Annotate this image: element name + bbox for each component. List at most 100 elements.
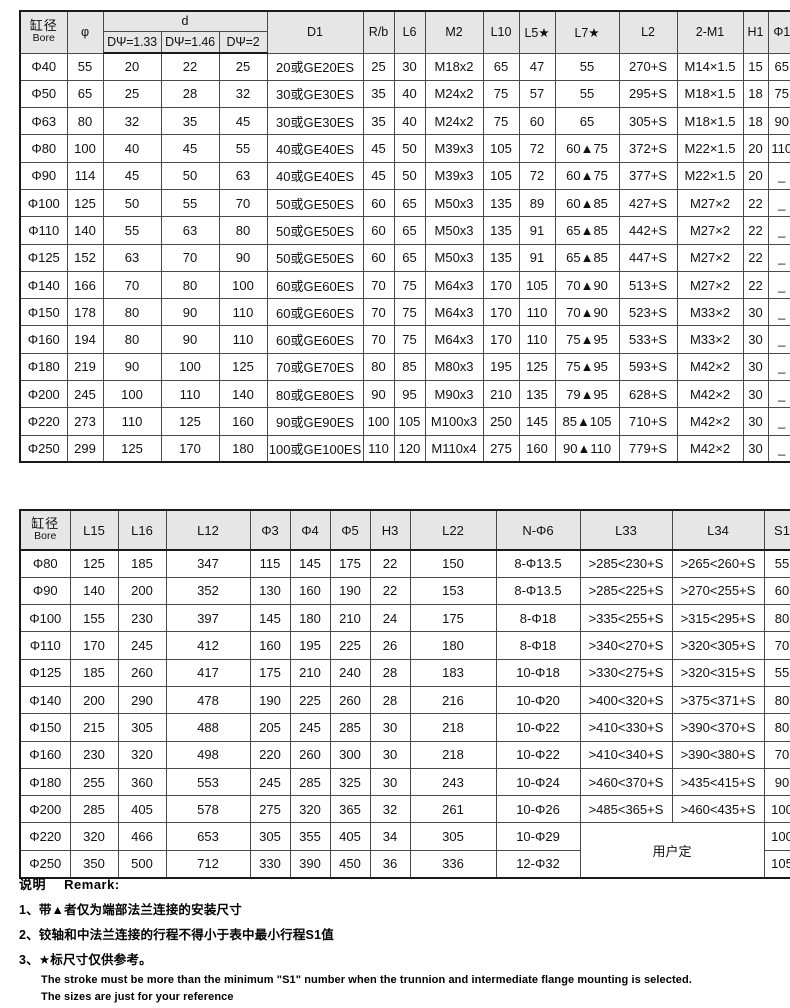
cell-m2: M64x3 (424, 270, 484, 300)
cell-bore: Φ140 (19, 270, 68, 300)
cell-phi1: _ (767, 298, 790, 327)
cell-phi: 166 (66, 270, 104, 300)
cell-phi5: 225 (329, 631, 371, 660)
table-row: Φ80 125 185 347 115 145 175 22 150 8-Φ13.5 >285<23… (19, 549, 790, 578)
cell-h1: 30 (742, 434, 769, 463)
cell-d-146: 55 (160, 188, 220, 218)
cell-l12: 412 (165, 631, 251, 660)
table-row: Φ110 140 55 63 80 50或GE50ES 60 65 M50x3 135 91 65▲8… (19, 216, 790, 245)
cell-l10: 135 (482, 216, 520, 245)
header-bore-en-2: Bore (34, 529, 57, 542)
cell-l34: >435<415+S (671, 767, 765, 797)
remarks-title: 说明 Remark: (19, 874, 771, 893)
table-two-container: 缸径 Bore L15 L16 L12 Φ3 Φ4 Φ5 H3 L22 N-Φ6… (19, 509, 790, 879)
cell-d-2: 125 (218, 352, 268, 382)
cell-l10: 105 (482, 161, 520, 190)
cell-phi: 194 (66, 325, 104, 354)
cell-rb: 80 (362, 352, 395, 382)
cell-m2: M50x3 (424, 188, 484, 218)
cell-d1: 20或GE20ES (266, 52, 364, 81)
header-d-146: DΨ=1.46 (160, 30, 220, 54)
header-l2: L2 (618, 10, 678, 54)
header-l6: L6 (393, 10, 426, 54)
cell-l6: 65 (393, 243, 426, 272)
cell-l33: >285<225+S (579, 576, 673, 606)
cell-d-146: 45 (160, 134, 220, 163)
cell-phi4: 160 (289, 576, 331, 606)
cell-bore: Φ150 (19, 713, 71, 742)
cell-d-133: 25 (102, 79, 162, 109)
cell-l22: 261 (409, 795, 497, 824)
cell-l10: 135 (482, 188, 520, 218)
cell-phi4: 285 (289, 767, 331, 797)
cell-phi1: _ (767, 188, 790, 218)
header-l5: L5★ (518, 10, 556, 54)
cell-l34: >270<255+S (671, 576, 765, 606)
cell-l22: 175 (409, 604, 497, 633)
cell-bore: Φ250 (19, 434, 68, 463)
cell-l2: 523+S (618, 298, 678, 327)
cell-s1: 55 (763, 658, 790, 687)
cell-l5: 60 (518, 107, 556, 136)
cell-n-phi6: 12-Φ32 (495, 849, 581, 879)
cell-phi5: 210 (329, 604, 371, 633)
cell-l5: 110 (518, 325, 556, 354)
cell-l33: >335<255+S (579, 604, 673, 633)
cell-phi4: 180 (289, 604, 331, 633)
cell-l2: 779+S (618, 434, 678, 463)
cell-l2: 447+S (618, 243, 678, 272)
cell-bore: Φ63 (19, 107, 68, 136)
cell-phi3: 175 (249, 658, 291, 687)
cell-phi3: 305 (249, 822, 291, 851)
cell-l15: 170 (69, 631, 119, 660)
cell-l15: 285 (69, 795, 119, 824)
cell-s1: 70 (763, 631, 790, 660)
cell-d-133: 70 (102, 270, 162, 300)
cell-l34: >265<260+S (671, 549, 765, 578)
cell-bore: Φ80 (19, 134, 68, 163)
cell-2m1: M33×2 (676, 325, 744, 354)
cell-l22: 153 (409, 576, 497, 606)
cell-l6: 65 (393, 188, 426, 218)
header-l22: L22 (409, 509, 497, 551)
cell-l33: >460<370+S (579, 767, 673, 797)
cell-bore: Φ80 (19, 549, 71, 578)
cell-d-146: 22 (160, 52, 220, 81)
cell-h1: 18 (742, 107, 769, 136)
cell-l16: 305 (117, 713, 167, 742)
cell-d-2: 70 (218, 188, 268, 218)
cell-l10: 75 (482, 107, 520, 136)
cell-rb: 35 (362, 107, 395, 136)
cell-bore: Φ220 (19, 407, 68, 436)
table-row: Φ63 80 32 35 45 30或GE30ES 35 40 M24x2 75 60 65 305+S… (19, 107, 790, 136)
cell-l15: 140 (69, 576, 119, 606)
cell-m2: M80x3 (424, 352, 484, 382)
table-row: Φ110 170 245 412 160 195 225 26 180 8-Φ18 >340<270… (19, 631, 790, 660)
cell-phi1: _ (767, 243, 790, 272)
cell-l22: 180 (409, 631, 497, 660)
cell-d1: 50或GE50ES (266, 216, 364, 245)
cell-d-2: 25 (218, 52, 268, 81)
cell-h3: 30 (369, 740, 411, 769)
cell-h3: 24 (369, 604, 411, 633)
cell-bore: Φ125 (19, 658, 71, 687)
header-phi4: Φ4 (289, 509, 331, 551)
cell-bore: Φ160 (19, 740, 71, 769)
cell-phi1: _ (767, 407, 790, 436)
cell-l22: 216 (409, 685, 497, 715)
table-row: Φ200 285 405 578 275 320 365 32 261 10-Φ26 >485<36… (19, 795, 790, 824)
cell-l15: 125 (69, 549, 119, 578)
table-row: Φ50 65 25 28 32 30或GE30ES 35 40 M24x2 75 57 55 295+S… (19, 79, 790, 109)
cell-d-146: 100 (160, 352, 220, 382)
cell-d-2: 160 (218, 407, 268, 436)
cell-l7: 60▲75 (554, 161, 620, 190)
cell-d1: 90或GE90ES (266, 407, 364, 436)
cell-d-133: 32 (102, 107, 162, 136)
cell-l12: 478 (165, 685, 251, 715)
cell-bore: Φ180 (19, 767, 71, 797)
cell-l34: >320<305+S (671, 631, 765, 660)
remark-item-3: 3、★标尺寸仅供参考。 (19, 953, 152, 967)
cell-l6: 50 (393, 161, 426, 190)
remarks-title-cn: 说明 (19, 877, 47, 892)
cell-m2: M24x2 (424, 79, 484, 109)
